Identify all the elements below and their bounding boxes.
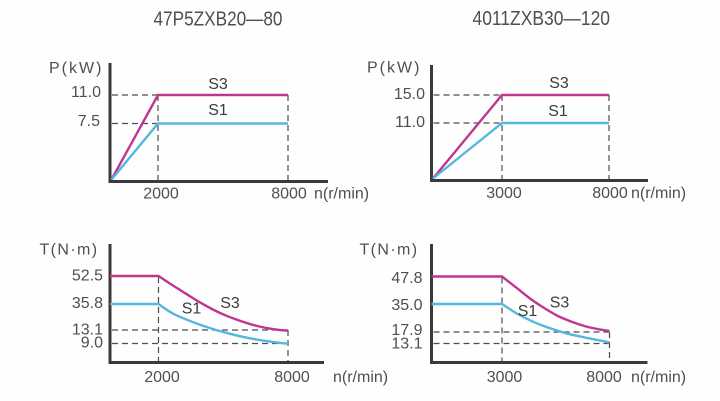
- svg-text:S3: S3: [220, 295, 240, 312]
- svg-text:S1: S1: [208, 102, 228, 119]
- svg-text:T(N·m): T(N·m): [39, 242, 98, 259]
- svg-text:47P5ZXB20—80: 47P5ZXB20—80: [154, 8, 283, 31]
- svg-text:2000: 2000: [144, 369, 180, 386]
- svg-text:S3: S3: [549, 75, 569, 92]
- svg-text:3000: 3000: [487, 369, 523, 386]
- svg-text:8000: 8000: [592, 185, 628, 202]
- svg-text:S1: S1: [182, 301, 202, 318]
- svg-text:n(r/min): n(r/min): [314, 186, 369, 203]
- svg-text:3000: 3000: [486, 185, 522, 202]
- svg-text:13.1: 13.1: [391, 335, 422, 352]
- svg-text:S3: S3: [550, 295, 570, 312]
- svg-text:8000: 8000: [274, 369, 310, 386]
- svg-text:9.0: 9.0: [81, 334, 103, 351]
- svg-text:S3: S3: [208, 76, 228, 93]
- svg-text:S1: S1: [518, 303, 538, 320]
- svg-text:n(r/min): n(r/min): [631, 369, 686, 386]
- svg-text:8000: 8000: [586, 369, 622, 386]
- svg-text:n(r/min): n(r/min): [333, 369, 388, 386]
- svg-text:S1: S1: [548, 103, 568, 120]
- svg-text:52.5: 52.5: [72, 268, 103, 285]
- svg-text:17.9: 17.9: [391, 322, 422, 339]
- svg-text:7.5: 7.5: [78, 113, 100, 130]
- svg-text:11.0: 11.0: [71, 84, 101, 101]
- svg-text:35.0: 35.0: [391, 297, 422, 314]
- svg-text:11.0: 11.0: [395, 114, 425, 131]
- svg-text:35.8: 35.8: [72, 295, 103, 312]
- svg-text:n(r/min): n(r/min): [631, 185, 686, 202]
- svg-text:8000: 8000: [271, 186, 307, 203]
- svg-text:4011ZXB30—120: 4011ZXB30—120: [473, 7, 611, 30]
- svg-text:P(kW): P(kW): [367, 60, 421, 77]
- svg-text:2000: 2000: [143, 186, 179, 203]
- svg-text:13.1: 13.1: [72, 321, 103, 338]
- svg-text:47.8: 47.8: [391, 270, 422, 287]
- svg-text:T(N·m): T(N·m): [359, 242, 418, 259]
- svg-text:15.0: 15.0: [394, 86, 425, 103]
- svg-text:P(kW): P(kW): [49, 60, 103, 77]
